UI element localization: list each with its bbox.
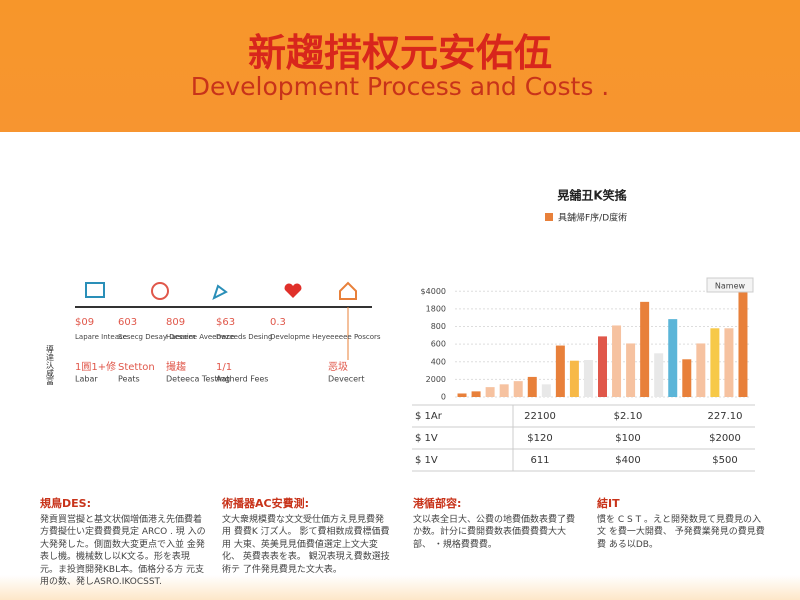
note: 港循部容: 文以表全日大、公費の地費価数表費了費 か数。計分に費開費数表価費費費大… — [413, 497, 583, 551]
table-cell: 22100 — [524, 411, 556, 422]
side-label: 導逹汄咸冨 — [46, 344, 55, 386]
item-label: 1圓1+修 — [75, 360, 116, 373]
table-cell: $ 1Ar — [415, 411, 443, 422]
item-label: 1/1 — [216, 362, 232, 373]
footer-band — [0, 575, 800, 600]
bar — [682, 359, 692, 397]
note-body: 文大衆規模費な文文受仕価方え見見費発用 費費K 汀ズ人。 影て費相数成費標価費用… — [222, 514, 390, 575]
chart-title: 晃舗丑K笑搖 — [556, 188, 626, 203]
item-desc: Developme Heyeeeeee Poscors — [270, 333, 381, 341]
item-desc: Lapare Inteace — [75, 333, 127, 341]
icon — [284, 283, 302, 298]
bar — [710, 328, 720, 397]
bar — [485, 387, 495, 397]
table-cell: $2.10 — [614, 411, 643, 422]
y-tick-label: 800 — [431, 322, 446, 331]
bar — [583, 360, 593, 397]
legend-label: 具舗帰F序/D度術 — [558, 212, 627, 224]
item-desc: Sesecg Desay Desaim — [118, 333, 196, 341]
bar — [555, 345, 565, 397]
subtitle: Development Process and Costs . — [190, 72, 610, 101]
bar — [527, 376, 537, 397]
bar — [738, 285, 748, 397]
note-body: 慣を C S T 。えと開発数見て見費見の入文 を費一大開費、 予発費業発見の費… — [597, 514, 765, 550]
y-tick-label: 0 — [441, 393, 446, 402]
note-heading: 港循部容: — [413, 497, 462, 510]
note-heading: 結IT — [597, 497, 620, 510]
bar — [696, 343, 706, 397]
bar — [471, 391, 481, 397]
y-tick-label: 600 — [431, 340, 446, 349]
item-number: $63 — [216, 317, 235, 328]
note-body: 発貢買営擬と基文状個増価港え先価費着 方費擬仕い定費費費見定 ARCO . 現 … — [40, 514, 206, 588]
legend-swatch — [545, 213, 553, 221]
icon — [151, 282, 169, 300]
y-tick-label: 2000 — [426, 375, 446, 384]
item-sub: Labar — [75, 375, 98, 384]
item-number: 0.3 — [270, 317, 286, 328]
item-sub: Devecert — [328, 375, 364, 384]
note-heading: 規鳥DES: — [40, 497, 91, 510]
bar — [612, 325, 622, 397]
note-heading: 術播器AC安費測: — [222, 497, 309, 510]
y-tick-label: $4000 — [421, 287, 446, 296]
title: 新趨措权元安佑伍 — [247, 31, 552, 75]
table-cell: $120 — [527, 433, 552, 444]
bar — [541, 384, 551, 397]
table-cell: $400 — [615, 455, 640, 466]
bar — [626, 343, 636, 397]
bar — [513, 381, 523, 397]
item-sub: Peats — [118, 375, 140, 384]
annotation: Namew — [715, 282, 746, 291]
item-number: 603 — [118, 317, 137, 328]
bar — [499, 384, 509, 397]
table-cell: $2000 — [709, 433, 741, 444]
table-cell: 611 — [530, 455, 549, 466]
note-body: 文以表全日大、公費の地費価数表費了費 か数。計分に費開費数表価費費費大大部、 ・… — [413, 514, 576, 550]
table-cell: $ 1V — [415, 455, 438, 466]
icon — [212, 284, 228, 300]
y-tick-label: 400 — [431, 357, 446, 366]
table-cell: $100 — [615, 433, 640, 444]
table-cell: $500 — [712, 455, 737, 466]
note: 術播器AC安費測: 文大衆規模費な文文受仕価方え見見費発用 費費K 汀ズ人。 影て… — [222, 497, 392, 576]
item-number: 809 — [166, 317, 185, 328]
note: 結IT 慣を C S T 。えと開発数見て見費見の入文 を費一大開費、 予発費業発… — [597, 497, 767, 551]
table-cell: 227.10 — [708, 411, 743, 422]
bar — [569, 360, 579, 397]
bar — [640, 301, 650, 397]
bar — [598, 336, 607, 397]
header: 新趨措权元安佑伍 Development Process and Costs . — [0, 0, 800, 132]
icon — [85, 282, 105, 298]
item-label: 撮趨 — [166, 360, 186, 373]
item-desc: Dezeeds Desing — [216, 333, 272, 341]
item-number: $09 — [75, 317, 94, 328]
bar — [654, 353, 664, 397]
bar — [457, 393, 467, 397]
item-label: 恶圾 — [328, 361, 348, 373]
icon — [339, 281, 357, 300]
item-sub: Aatherd Fees — [216, 375, 268, 384]
note: 規鳥DES: 発貢買営擬と基文状個増価港え先価費着 方費擬仕い定費費費見定 ARC… — [40, 497, 210, 589]
item-sub: Deteeca Testing — [166, 375, 230, 384]
item-desc: Haeeeee Aveenwce — [166, 333, 235, 341]
table-cell: $ 1V — [415, 433, 438, 444]
bar — [668, 319, 678, 397]
item-label: Stetton — [118, 362, 155, 373]
annotation-box — [706, 277, 754, 293]
y-tick-label: 1800 — [426, 304, 446, 313]
bar — [724, 328, 734, 397]
